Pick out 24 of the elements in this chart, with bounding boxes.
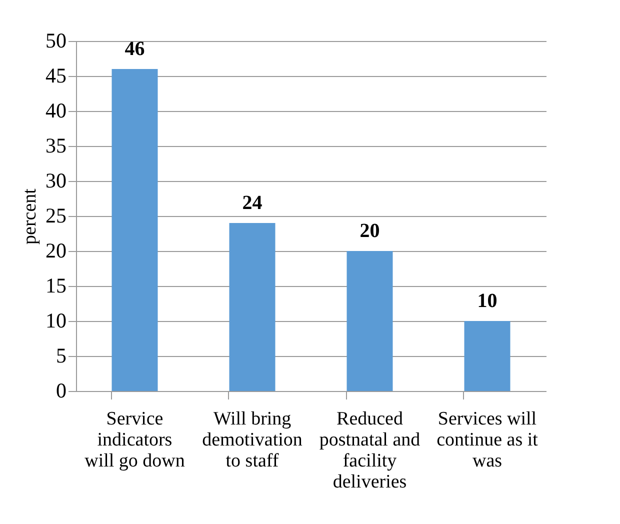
y-tick-label: 30 [46, 168, 66, 192]
bar [464, 321, 510, 391]
x-tick-label: Will bring demotivation to staff [202, 408, 303, 472]
y-axis-title: percent [20, 188, 40, 244]
y-tick-label: 0 [56, 378, 66, 402]
bar [112, 69, 158, 391]
data-label: 20 [360, 220, 380, 242]
x-tick-label: Service indicators will go down [84, 408, 186, 472]
y-tick-label: 20 [46, 238, 66, 262]
bar [346, 251, 393, 391]
x-tick-label: Services will continue as it was [436, 408, 539, 472]
y-tick-label: 35 [46, 134, 66, 158]
x-tick-label: Reduced postnatal and facility deliveries [319, 408, 421, 492]
y-tick-label: 40 [46, 98, 66, 122]
y-tick-label: 50 [46, 28, 66, 52]
y-tick-label: 45 [46, 64, 66, 88]
y-tick-label: 5 [56, 344, 66, 368]
data-label: 24 [242, 192, 262, 214]
y-tick-label: 25 [46, 204, 66, 228]
bar [229, 223, 276, 391]
y-tick-label: 10 [46, 308, 66, 332]
data-label: 10 [477, 290, 498, 312]
data-label: 46 [124, 38, 145, 60]
y-tick-label: 15 [46, 274, 66, 298]
